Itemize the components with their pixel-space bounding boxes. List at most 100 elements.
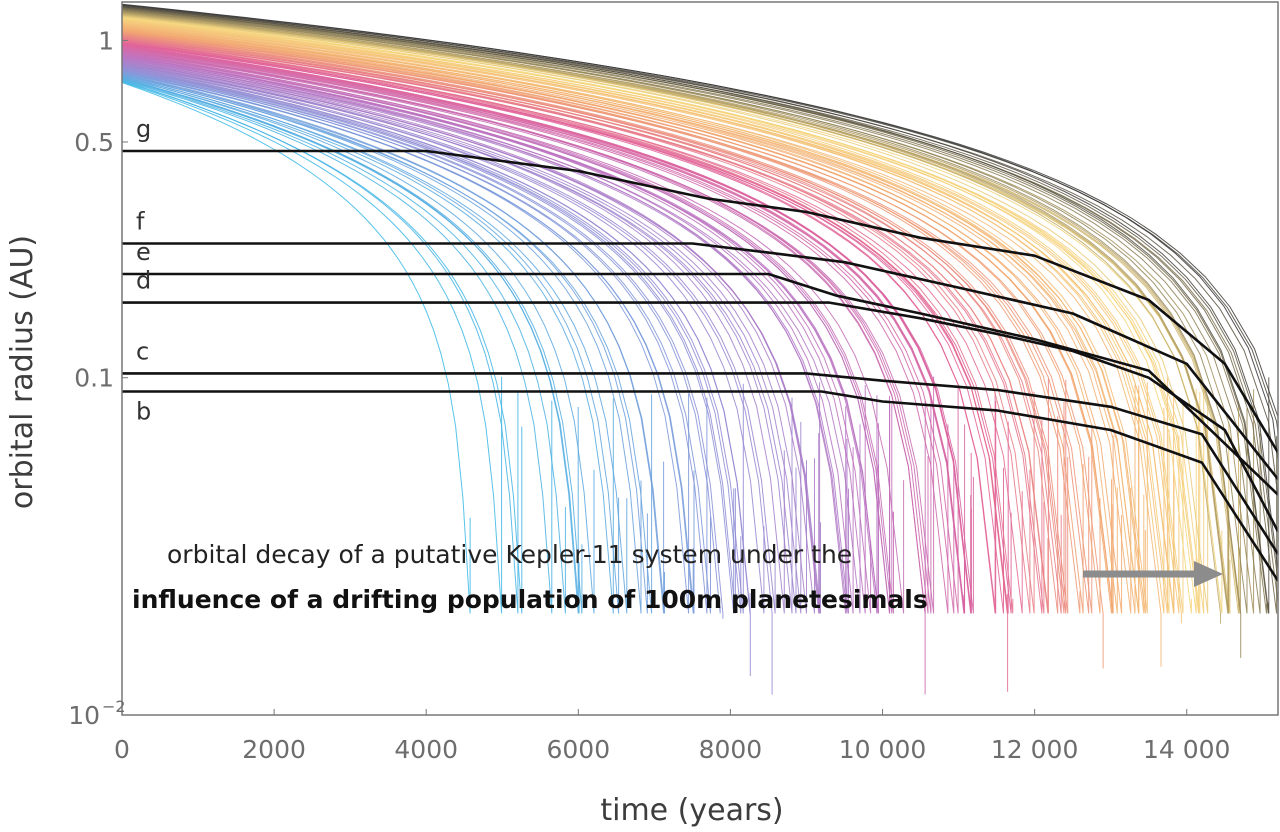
planet-trajectories — [122, 149, 1278, 582]
x-tick-label: 8000 — [699, 735, 763, 764]
planetesimal-trajectory — [122, 75, 620, 614]
planetesimal-trajectory — [122, 54, 872, 614]
y-tick-label: 0.1 — [74, 364, 114, 393]
planetesimal-trajectory — [122, 15, 1209, 614]
planetesimal-trajectory — [122, 57, 847, 614]
planetesimal-trajectory — [122, 23, 1148, 614]
planetesimal-trajectory — [122, 17, 1192, 614]
planet-labels: g fed c b — [136, 115, 151, 426]
planetesimal-trajectory — [122, 64, 776, 614]
planetesimal-trajectory — [122, 36, 1035, 614]
planetesimal-trajectory — [122, 31, 1084, 614]
planet-e-trajectory — [122, 272, 1278, 496]
planet-d-label: d — [136, 267, 151, 295]
planetesimal-trajectory — [122, 26, 1118, 614]
planet-f-trajectory — [122, 242, 1278, 481]
planetesimal-trajectory — [122, 53, 893, 614]
planetesimal-trajectory — [122, 47, 965, 614]
planetesimal-trajectory — [122, 34, 1065, 614]
x-tick-label: 14 000 — [1143, 735, 1230, 764]
planetesimal-trajectory — [122, 70, 708, 614]
x-tick-label: 10 000 — [839, 735, 926, 764]
planetesimal-trajectory — [122, 27, 1132, 614]
planetesimal-trajectory — [122, 67, 744, 614]
plot-frame — [121, 1, 1279, 716]
planetesimal-trajectory — [122, 47, 959, 614]
planetesimal-trajectory — [122, 53, 890, 614]
planetesimal-trajectory — [122, 4, 1278, 575]
planetesimal-trajectory — [122, 55, 866, 614]
planetesimal-trajectory — [122, 13, 1221, 624]
planetesimal-trajectory — [122, 9, 1267, 614]
planetesimal-trajectory — [122, 15, 1230, 614]
planetesimal-trajectory — [122, 80, 519, 614]
planetesimal-trajectory — [122, 9, 1261, 614]
planetesimal-trajectory — [122, 25, 1136, 614]
planet-f-label: f — [136, 208, 145, 236]
annotation-line-1: orbital decay of a putative Kepler-11 sy… — [167, 540, 852, 569]
planetesimal-trajectory — [122, 39, 1014, 614]
planetesimal-trajectory — [122, 82, 471, 614]
planetesimal-trajectory — [122, 73, 665, 614]
planetesimal-trajectory — [122, 65, 765, 614]
y-tick-label: 10 — [68, 701, 100, 730]
x-tick-label: 12 000 — [991, 735, 1078, 764]
x-tick-label: 0 — [114, 735, 130, 764]
planetesimal-trajectory — [122, 10, 1248, 614]
planetesimal-trajectory — [122, 60, 815, 614]
planet-b-label: b — [136, 398, 151, 426]
planetesimal-trajectory — [122, 71, 690, 614]
planetesimal-trajectory — [122, 41, 996, 614]
planetesimal-trajectory — [122, 12, 1229, 614]
planetesimal-trajectory — [122, 41, 1009, 692]
planetesimal-trajectory — [122, 50, 926, 695]
planetesimal-trajectory — [122, 77, 579, 614]
y-tick-label: 1 — [98, 26, 114, 55]
planet-d-trajectory — [122, 301, 1278, 533]
planet-b-trajectory — [122, 390, 1278, 582]
planet-c-label: c — [136, 337, 149, 365]
planetesimal-trajectory — [122, 73, 648, 614]
planetesimal-trajectory — [122, 59, 820, 614]
planet-c-trajectory — [122, 372, 1278, 555]
planetesimal-trajectory — [122, 3, 1278, 465]
planet-g-trajectory — [122, 149, 1278, 454]
planetesimal-trajectory — [122, 29, 1112, 614]
planetesimal-trajectory — [122, 66, 751, 614]
planetesimal-trajectory — [122, 33, 1069, 614]
planetesimal-trajectory — [122, 5, 1270, 614]
planetesimal-trajectory — [122, 24, 1140, 614]
axis-ticks: 0 2000 4000 6000 8000 10 000 12 000 14 000 1 0.5 0… — [68, 26, 1230, 764]
planetesimal-trajectory — [122, 10, 1242, 658]
x-tick-label: 6000 — [547, 735, 611, 764]
planetesimal-trajectory — [122, 44, 972, 614]
planetesimal-trajectory — [122, 19, 1170, 614]
annotation-line-2: influence of a drifting population of 10… — [132, 585, 928, 614]
planetesimal-trajectory — [122, 16, 1197, 614]
planetesimal-trajectory — [122, 43, 997, 614]
planetesimal-trajectory — [122, 80, 553, 614]
planetesimal-trajectory — [122, 34, 1059, 614]
planetesimal-trajectory — [122, 79, 566, 614]
planet-e-label: e — [136, 238, 151, 266]
planetesimal-trajectory — [122, 56, 854, 614]
y-tick-exponent: −2 — [102, 697, 126, 716]
planetesimal-trajectory — [122, 70, 721, 614]
planetesimal-trajectory — [122, 11, 1229, 614]
planetesimal-trajectories — [122, 3, 1278, 695]
planetesimal-trajectory — [122, 49, 929, 614]
planetesimal-trajectory — [122, 37, 1031, 614]
planetesimal-trajectory — [122, 19, 1184, 614]
planetesimal-trajectory — [122, 32, 1081, 614]
planetesimal-trajectory — [122, 51, 926, 614]
planetesimal-trajectory — [122, 35, 1049, 614]
planetesimal-trajectory — [122, 21, 1165, 614]
planetesimal-trajectory — [122, 74, 642, 614]
x-axis-title: time (years) — [600, 793, 783, 828]
planetesimal-trajectory — [122, 58, 849, 614]
planetesimal-trajectory — [122, 7, 1269, 614]
planetesimal-trajectory — [122, 81, 503, 614]
y-tick-label: 0.5 — [74, 128, 114, 157]
planetesimal-trajectory — [122, 56, 878, 614]
